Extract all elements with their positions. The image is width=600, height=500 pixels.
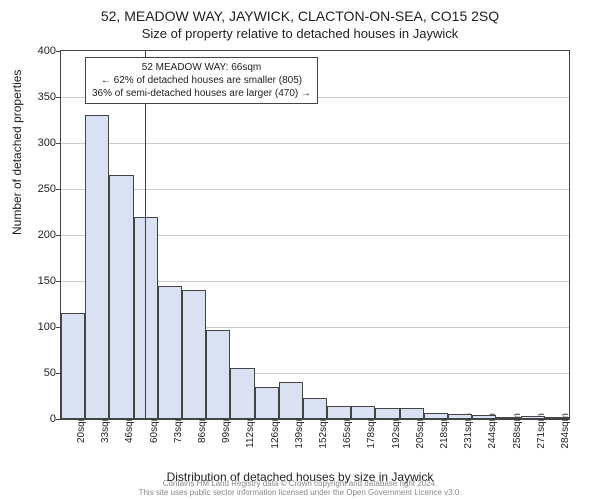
y-axis-label: Number of detached properties — [10, 70, 24, 235]
xtick-label: 271sqm — [536, 413, 547, 458]
ytick-mark — [56, 419, 61, 420]
bar — [279, 382, 303, 419]
xtick-label: 231sqm — [463, 413, 474, 458]
xtick-label: 112sqm — [245, 413, 256, 458]
title-sub: Size of property relative to detached ho… — [0, 24, 600, 47]
xtick-label: 284sqm — [560, 413, 571, 458]
bar — [375, 408, 399, 419]
bar — [303, 398, 327, 419]
ytick-mark — [56, 235, 61, 236]
ytick-label: 400 — [31, 45, 56, 57]
xtick-label: 258sqm — [512, 413, 523, 458]
xtick-label: 205sqm — [415, 413, 426, 458]
xtick-label: 46sqm — [124, 413, 135, 458]
bar — [545, 417, 569, 419]
xtick-label: 244sqm — [487, 413, 498, 458]
bar — [327, 406, 351, 419]
ytick-label: 350 — [31, 91, 56, 103]
ytick-label: 0 — [31, 413, 56, 425]
xtick-label: 99sqm — [221, 413, 232, 458]
bar — [424, 413, 448, 419]
bar — [400, 408, 424, 419]
bar — [158, 286, 182, 419]
bar — [85, 115, 109, 419]
ytick-label: 100 — [31, 321, 56, 333]
ytick-mark — [56, 51, 61, 52]
reference-line — [145, 51, 146, 419]
plot-area: 52 MEADOW WAY: 66sqm ← 62% of detached h… — [60, 50, 570, 420]
annot-line-1: 52 MEADOW WAY: 66sqm — [92, 61, 311, 74]
bar — [496, 417, 520, 419]
xtick-label: 152sqm — [318, 413, 329, 458]
annot-line-3: 36% of semi-detached houses are larger (… — [92, 87, 311, 100]
bar — [61, 313, 85, 419]
chart-container: 52, MEADOW WAY, JAYWICK, CLACTON-ON-SEA,… — [0, 0, 600, 500]
gridline — [61, 143, 569, 144]
title-main: 52, MEADOW WAY, JAYWICK, CLACTON-ON-SEA,… — [0, 0, 600, 24]
bar — [521, 416, 545, 419]
xtick-label: 60sqm — [149, 413, 160, 458]
ytick-label: 150 — [31, 275, 56, 287]
footer-line-1: Contains HM Land Registry data © Crown c… — [163, 479, 438, 488]
bar — [351, 406, 375, 419]
bar — [255, 387, 279, 419]
bar — [230, 368, 254, 419]
bar — [206, 330, 230, 419]
ytick-label: 50 — [31, 367, 56, 379]
ytick-label: 300 — [31, 137, 56, 149]
ytick-mark — [56, 281, 61, 282]
bar — [109, 175, 133, 419]
annot-line-2: ← 62% of detached houses are smaller (80… — [92, 74, 311, 87]
xtick-label: 86sqm — [197, 413, 208, 458]
xtick-label: 20sqm — [76, 413, 87, 458]
ytick-label: 200 — [31, 229, 56, 241]
ytick-mark — [56, 189, 61, 190]
xtick-label: 139sqm — [294, 413, 305, 458]
xtick-label: 192sqm — [391, 413, 402, 458]
ytick-mark — [56, 97, 61, 98]
bar — [448, 414, 472, 419]
bar — [182, 290, 206, 419]
annotation-box: 52 MEADOW WAY: 66sqm ← 62% of detached h… — [85, 57, 318, 104]
xtick-label: 73sqm — [173, 413, 184, 458]
footer-attribution: Contains HM Land Registry data © Crown c… — [0, 480, 600, 498]
ytick-label: 250 — [31, 183, 56, 195]
xtick-label: 165sqm — [342, 413, 353, 458]
xtick-label: 218sqm — [439, 413, 450, 458]
xtick-label: 126sqm — [270, 413, 281, 458]
footer-line-2: This site uses public sector information… — [139, 488, 462, 497]
gridline — [61, 189, 569, 190]
xtick-label: 178sqm — [366, 413, 377, 458]
xtick-label: 33sqm — [100, 413, 111, 458]
bar — [472, 415, 496, 419]
ytick-mark — [56, 143, 61, 144]
